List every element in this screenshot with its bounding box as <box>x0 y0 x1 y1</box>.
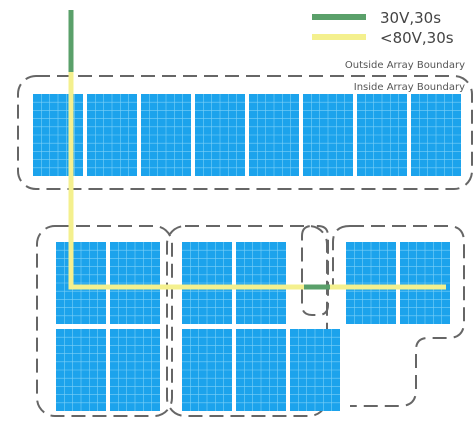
solar-panel <box>33 94 83 176</box>
solar-panel <box>303 94 353 176</box>
solar-panel <box>182 329 232 411</box>
solar-panel <box>357 94 407 176</box>
line-80v-path <box>68 72 304 290</box>
outside-boundary-label: Outside Array Boundary <box>345 60 465 71</box>
conductor-lines <box>68 10 446 290</box>
legend: 30V,30s <80V,30s <box>312 9 454 47</box>
solar-panel <box>110 329 160 411</box>
solar-panel <box>56 329 106 411</box>
right-block-boundary <box>301 225 329 316</box>
right-block-boundary <box>350 225 465 407</box>
legend-label-30v: 30V,30s <box>380 9 441 27</box>
solar-panel <box>87 94 137 176</box>
inside-boundary-label: Inside Array Boundary <box>354 82 465 93</box>
legend-label-80v: <80V,30s <box>380 29 454 47</box>
solar-panel <box>236 329 286 411</box>
solar-panel <box>290 329 340 411</box>
left-block-boundary <box>36 225 173 417</box>
solar-panel <box>236 242 286 324</box>
solar-panel <box>56 242 106 324</box>
solar-panel <box>195 94 245 176</box>
array-boundaries <box>17 75 473 417</box>
solar-panel <box>400 242 450 324</box>
right-block-boundary <box>332 225 351 285</box>
solar-panel <box>141 94 191 176</box>
solar-panel <box>110 242 160 324</box>
solar-panel <box>346 242 396 324</box>
top-row-boundary <box>17 75 473 190</box>
solar-panel <box>411 94 461 176</box>
solar-panels <box>33 94 461 411</box>
solar-panel <box>249 94 299 176</box>
solar-panel <box>182 242 232 324</box>
